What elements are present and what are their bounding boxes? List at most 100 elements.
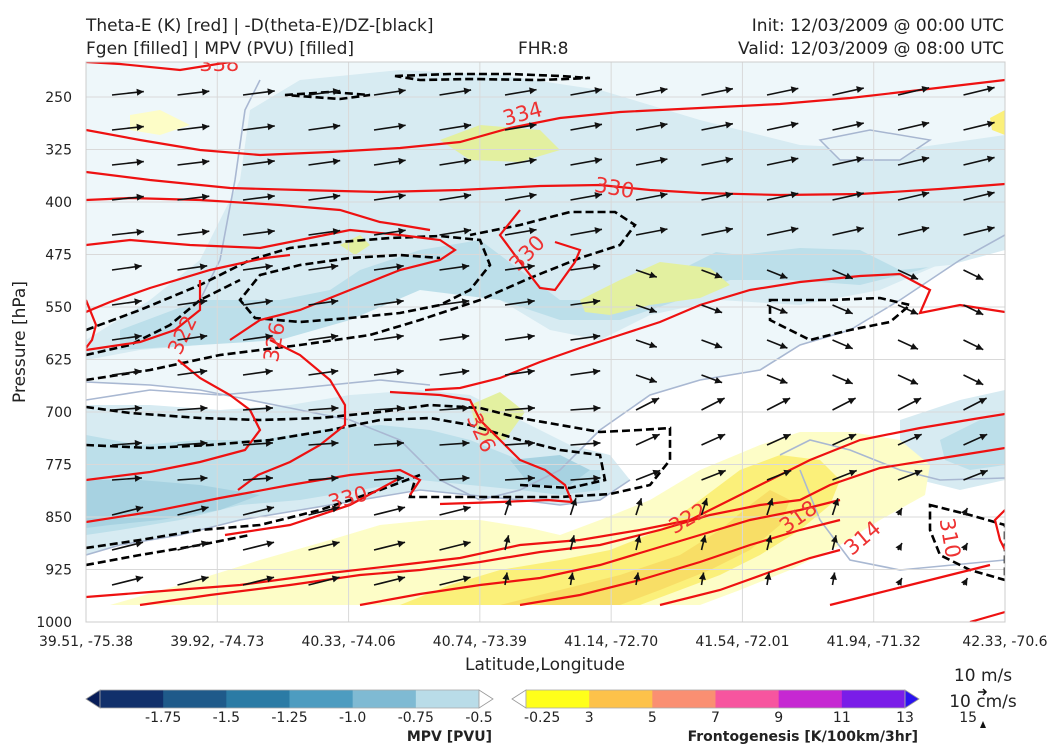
fgen-colorbar: 3 5 7 9 11 13 15 [511, 689, 977, 726]
mpv-fill [86, 62, 1005, 555]
colorbar-tick-label: 7 [711, 710, 720, 726]
colorbar-segment [352, 690, 417, 708]
wind-vector-head [461, 333, 470, 341]
y-axis-label: Pressure [hPa] [10, 281, 30, 403]
wind-vector-head [725, 191, 733, 199]
wind-vector-head [331, 404, 339, 412]
forecast-hour: FHR:8 [518, 39, 568, 59]
wind-vector-head [398, 157, 406, 165]
y-tick-label: 475 [45, 248, 72, 264]
wind-vector-head [136, 228, 144, 236]
colorbar-tick-label: 15 [959, 710, 977, 726]
wind-vector-head [913, 398, 922, 405]
wind-vector-head [265, 439, 273, 447]
wind-vector-head [398, 192, 406, 200]
wind-vector-head [592, 368, 601, 376]
wind-vector-head [649, 341, 657, 349]
wind-vector-head [725, 86, 733, 94]
wind-vector-head [921, 190, 930, 198]
x-tick-label: 39.92, -74.73 [170, 634, 264, 650]
wind-vector-head [725, 226, 733, 234]
colorbar-extend-high [478, 689, 494, 709]
wind-vector-head [779, 377, 788, 384]
colorbar-frame [99, 689, 480, 709]
wind-vector-head [698, 572, 706, 581]
y-axis-ticks: 250 325 400 475 550 625 700 775 850 925 1000 [36, 90, 72, 631]
wind-vector-head [659, 191, 668, 199]
colorbar-tick-label: -0.5 [465, 710, 492, 726]
wind-vector-head [651, 398, 660, 405]
wind-vector-head [790, 121, 799, 129]
wind-vector-head [332, 88, 341, 96]
colorbar-segment [841, 690, 906, 708]
wind-vector-head [633, 572, 641, 581]
wind-vector-head [975, 343, 984, 350]
wind-vector-head [461, 368, 470, 376]
wind-vector-head [649, 306, 657, 314]
wind-vector-head [986, 225, 995, 233]
wind-vector-head [986, 85, 995, 93]
wind-vector-head [462, 474, 470, 482]
wind-vector-head [134, 474, 142, 482]
plot-frame [85, 61, 1006, 623]
wind-vector-head [330, 368, 339, 376]
wind-vector-head [332, 193, 341, 201]
wind-vector-head [659, 156, 668, 164]
wind-vector-head [265, 298, 273, 306]
wind-vector-head [895, 543, 902, 551]
x-tick-label: 41.14, -72.70 [564, 634, 658, 650]
wind-vector-head [396, 439, 404, 447]
colorbar-segment [778, 690, 843, 708]
wind-vector-head [921, 120, 930, 128]
wind-vector-head [398, 122, 406, 130]
wind-vector-head [332, 158, 341, 166]
wind-vector-head [594, 227, 602, 235]
wind-vector-head [463, 122, 472, 130]
x-tick-label: 40.33, -74.06 [302, 634, 396, 650]
colorbar-segment [163, 690, 227, 708]
wind-vector-head [461, 263, 470, 271]
wind-vector-head [979, 433, 988, 441]
wind-vector-head [783, 469, 792, 477]
wind-vector-head [267, 228, 275, 236]
colorbar-tick-label: 3 [585, 710, 594, 726]
wind-vector-head [332, 123, 341, 131]
wind-vector-head [725, 156, 733, 164]
wind-vector-head [779, 307, 788, 314]
wind-vector-head [201, 88, 210, 96]
vector-key-arrow-vertical [980, 721, 986, 728]
wind-vector-head [463, 87, 472, 95]
wind-vector-head [267, 193, 275, 201]
colorbar-segment [226, 690, 290, 708]
wind-vector-head [714, 376, 723, 384]
title-line1: Theta-E (K) [red] | -D(theta-E)/DZ-[blac… [85, 16, 434, 36]
colorbar-tick-label: 5 [648, 710, 657, 726]
wind-vector-head [649, 376, 657, 384]
wind-vector-head [593, 439, 601, 447]
wind-vector-head [986, 155, 995, 163]
wind-vector-head [397, 575, 406, 583]
mpv-colorbar-title: MPV [PVU] [407, 729, 492, 745]
wind-vector-head [134, 439, 142, 447]
ddz-contours [86, 72, 1005, 582]
wind-vector-head [266, 540, 275, 548]
wind-vector-head [527, 368, 535, 376]
wind-vector-head [267, 123, 275, 131]
wind-vector-head [790, 86, 799, 94]
wind-vector-head [714, 341, 723, 349]
colorbar-segment [652, 690, 716, 708]
wind-vector-head [463, 157, 472, 165]
wind-vector-head [331, 575, 340, 583]
colorbar-tick-label: -1.75 [145, 710, 181, 726]
wind-vector-head [844, 377, 853, 385]
wind-vector-head [201, 228, 210, 236]
wind-vector-head [592, 333, 601, 341]
x-axis-label: Latitude,Longitude [465, 655, 625, 675]
wind-vector-head [265, 474, 273, 482]
wind-vector-head [659, 86, 668, 94]
wind-vector-head [717, 433, 726, 441]
wind-vector-head [986, 120, 995, 128]
wind-vector-head [856, 86, 864, 94]
wind-vector-head [265, 404, 273, 412]
